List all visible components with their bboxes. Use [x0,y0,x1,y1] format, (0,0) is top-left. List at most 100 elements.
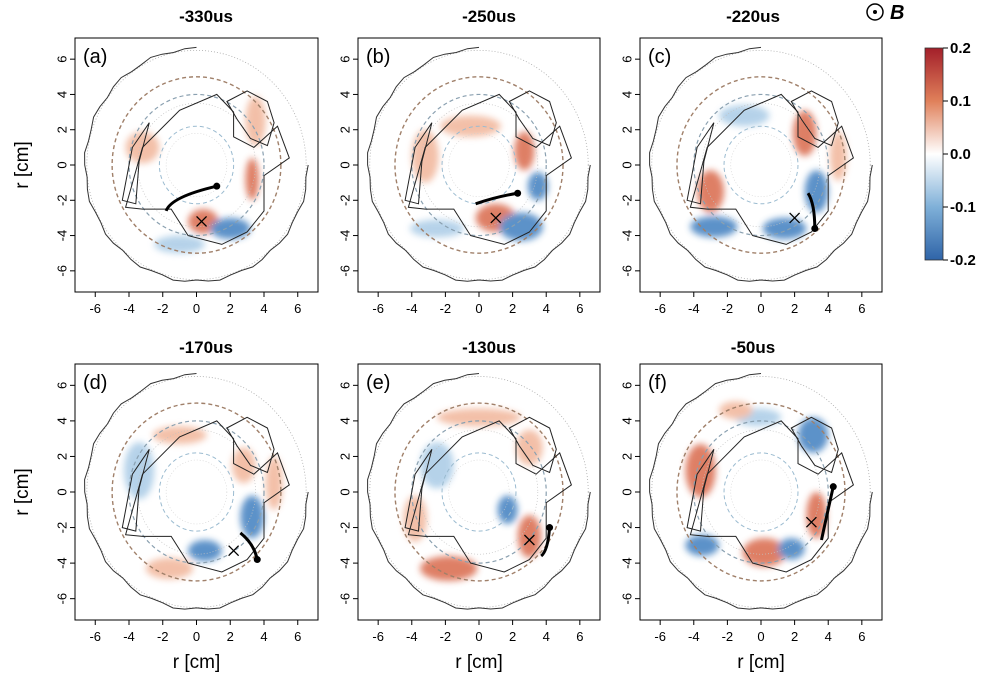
motion-arrow [475,191,518,206]
x-tick-label: 2 [791,301,798,316]
reference-circle [111,76,282,254]
y-tick-label: -6 [337,265,352,277]
x-tick-label: 4 [260,629,267,644]
x-tick-label: -4 [406,301,418,316]
field-blob [240,495,264,539]
reference-circle [394,402,564,582]
reference-circle [441,452,517,532]
x-axis-label: r [cm] [737,652,785,673]
y-tick-label: 6 [337,56,352,63]
y-tick-label: -6 [619,265,634,277]
reference-circle [411,93,547,237]
reference-circle [676,402,846,582]
x-tick-label: 2 [791,629,798,644]
x-tick-label: 4 [543,629,550,644]
y-tick-label: 4 [54,91,69,98]
colorbar-gradient [924,47,944,261]
outer-contour [367,46,591,282]
reference-circle [723,452,799,532]
x-tick-label: 0 [193,301,200,316]
panel-f: -50us (f) -6 -4 -2 0 2 4 6 6 4 2 0 -2 -4 -6 r [cm] [619,338,883,673]
motion-arrow [164,184,218,212]
field-map [125,96,266,254]
y-tick-label: 4 [619,417,634,424]
field-blob [497,495,518,524]
reference-circle [158,125,235,205]
x-tick-label: 4 [543,301,550,316]
y-tick-label: -2 [337,194,352,206]
x-tick-label: 0 [475,629,482,644]
field-blob [806,491,827,539]
motion-arrow [820,486,835,541]
y-tick-label: -6 [619,593,634,605]
reference-circle [693,93,829,237]
x-tick-label: -2 [157,301,169,316]
contour-line [407,420,573,573]
contour-line [790,90,839,147]
reference-circle [651,376,871,608]
y-tick-label: 0 [54,488,69,495]
y-tick-label: 0 [619,488,634,495]
arrow-head [546,524,554,532]
contour-line [404,122,433,205]
contour-line [407,93,573,245]
outer-contour [649,373,873,610]
contour-line [226,416,275,474]
field-blob [792,110,817,157]
y-tick-label: 0 [619,161,634,168]
x-marker [789,212,801,224]
panel-label: (a) [83,46,107,68]
out-of-page-icon [866,3,884,21]
x-tick-label: 0 [757,629,764,644]
y-tick-label: 0 [337,161,352,168]
field-blob [514,131,535,171]
y-tick-label: 6 [337,382,352,389]
colorbar-tick-label: 0.2 [950,40,971,57]
y-tick-label: -4 [619,230,634,242]
panel-title: -170us [179,338,233,357]
y-tick-label: -6 [54,265,69,277]
arrow-head [213,182,221,190]
panel-a: -330us (a) -6 -4 -2 0 2 4 6 6 4 2 0 -2 -4 -6 r [cm] [12,7,319,316]
y-tick-label: -4 [337,557,352,569]
x-tick-label: -2 [157,629,169,644]
field-blob [742,538,787,567]
x-marker [523,534,535,546]
y-tick-label: -4 [54,557,69,569]
contour-line [508,90,557,147]
panel-title: -330us [179,7,233,26]
reference-circle [448,459,510,525]
reference-circle [111,402,282,582]
x-tick-label: -6 [372,301,384,316]
contour-line [686,122,715,205]
contour-line [508,416,557,474]
x-tick-label: -4 [688,301,700,316]
reference-circle [394,76,564,254]
reference-circle [693,420,829,564]
x-marker [196,215,208,227]
y-tick-label: 0 [337,488,352,495]
x-tick-label: -6 [654,301,666,316]
x-tick-label: -4 [123,629,135,644]
reference-circle [369,49,589,281]
x-tick-label: 2 [509,301,516,316]
y-axis-label: r [cm] [12,468,33,516]
y-tick-label: -6 [54,593,69,605]
x-tick-label: 6 [576,301,583,316]
reference-circle [158,452,235,532]
arrow-head [811,225,819,232]
arrow-head [253,556,261,564]
reference-circle [723,125,799,205]
x-tick-label: -4 [123,301,135,316]
x-axis-label: r [cm] [455,652,503,673]
contour-line [121,122,150,205]
field-blob [718,401,753,420]
field-blob [517,515,542,558]
reference-circle [676,76,846,254]
field-blob [245,96,266,146]
panel-label: (e) [366,372,390,394]
panel-title: -250us [462,7,516,26]
contour-line [689,420,855,573]
y-tick-label: -2 [619,194,634,206]
x-tick-label: -2 [722,301,734,316]
